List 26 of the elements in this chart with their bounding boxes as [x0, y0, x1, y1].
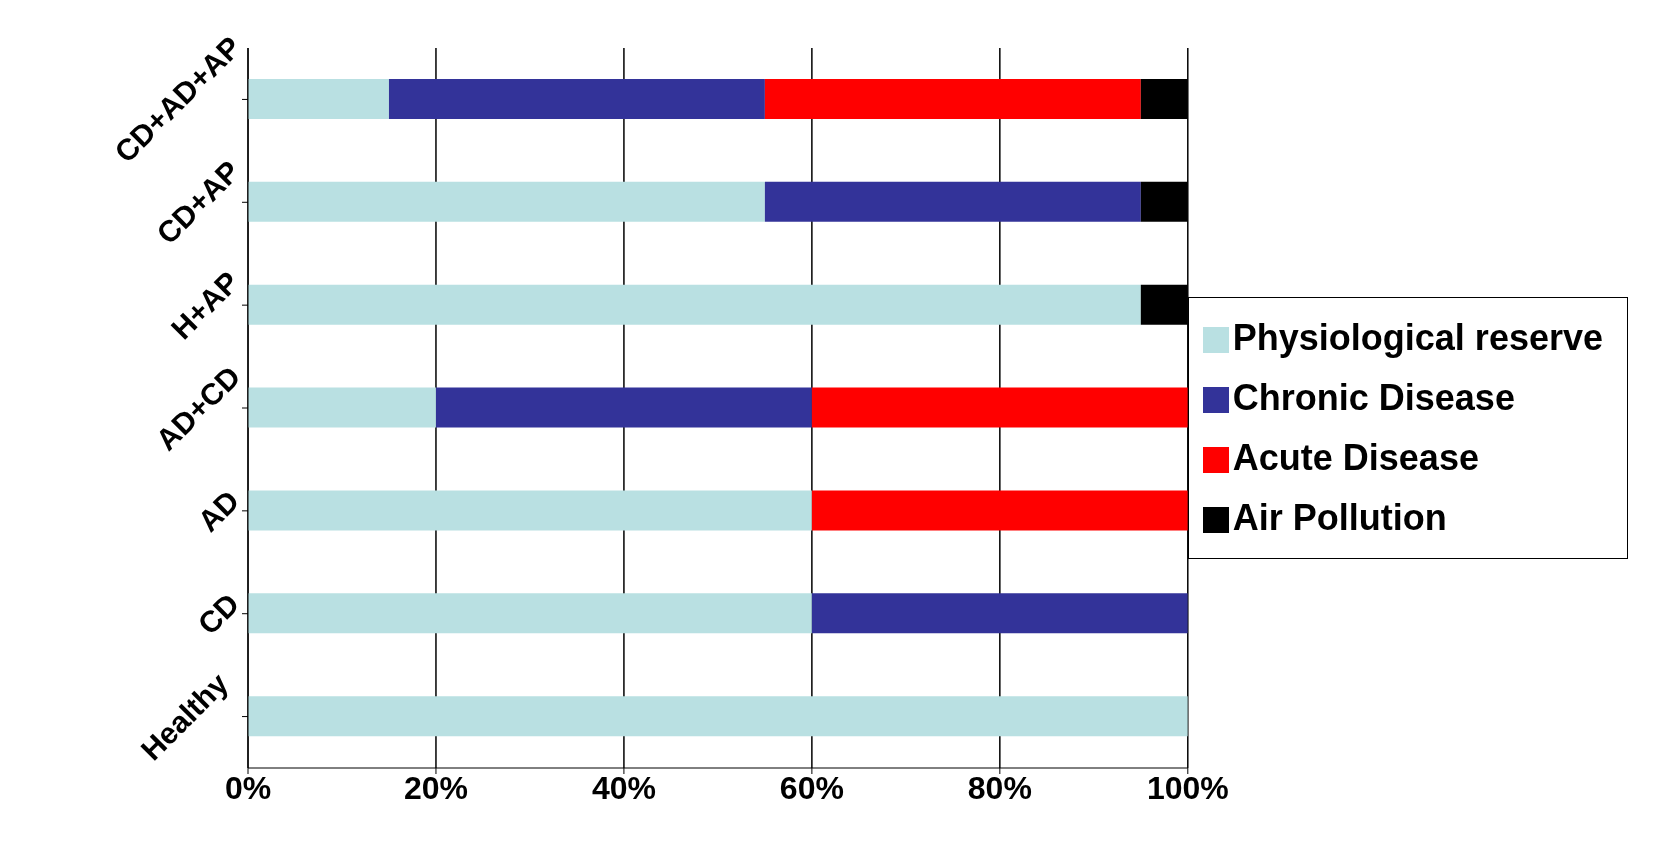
y-tick-label: AD: [191, 483, 246, 538]
bar: [764, 79, 1141, 119]
x-tick-label: 60%: [779, 769, 844, 806]
bar: [248, 490, 812, 531]
bar: [764, 181, 1141, 222]
bar: [388, 79, 765, 119]
x-tick-label: 0%: [224, 769, 272, 806]
bar: [248, 593, 812, 634]
legend-label: Acute Disease: [1232, 437, 1479, 478]
bar: [248, 696, 1188, 737]
legend-label: Air Pollution: [1232, 497, 1447, 538]
bar: [811, 490, 1188, 531]
bar: [248, 79, 389, 119]
legend-label: Chronic Disease: [1232, 377, 1515, 418]
legend-label: Physiological reserve: [1232, 317, 1603, 358]
y-tick-label: CD: [191, 586, 246, 641]
bar: [248, 181, 765, 222]
bar: [811, 387, 1188, 428]
x-tick-label: 20%: [403, 769, 468, 806]
bar: [435, 387, 812, 428]
x-tick-label: 80%: [967, 769, 1032, 806]
bar: [248, 284, 1141, 325]
x-tick-label: 100%: [1146, 769, 1229, 806]
bar: [811, 593, 1188, 634]
x-tick-label: 40%: [591, 769, 656, 806]
bar: [248, 387, 436, 428]
